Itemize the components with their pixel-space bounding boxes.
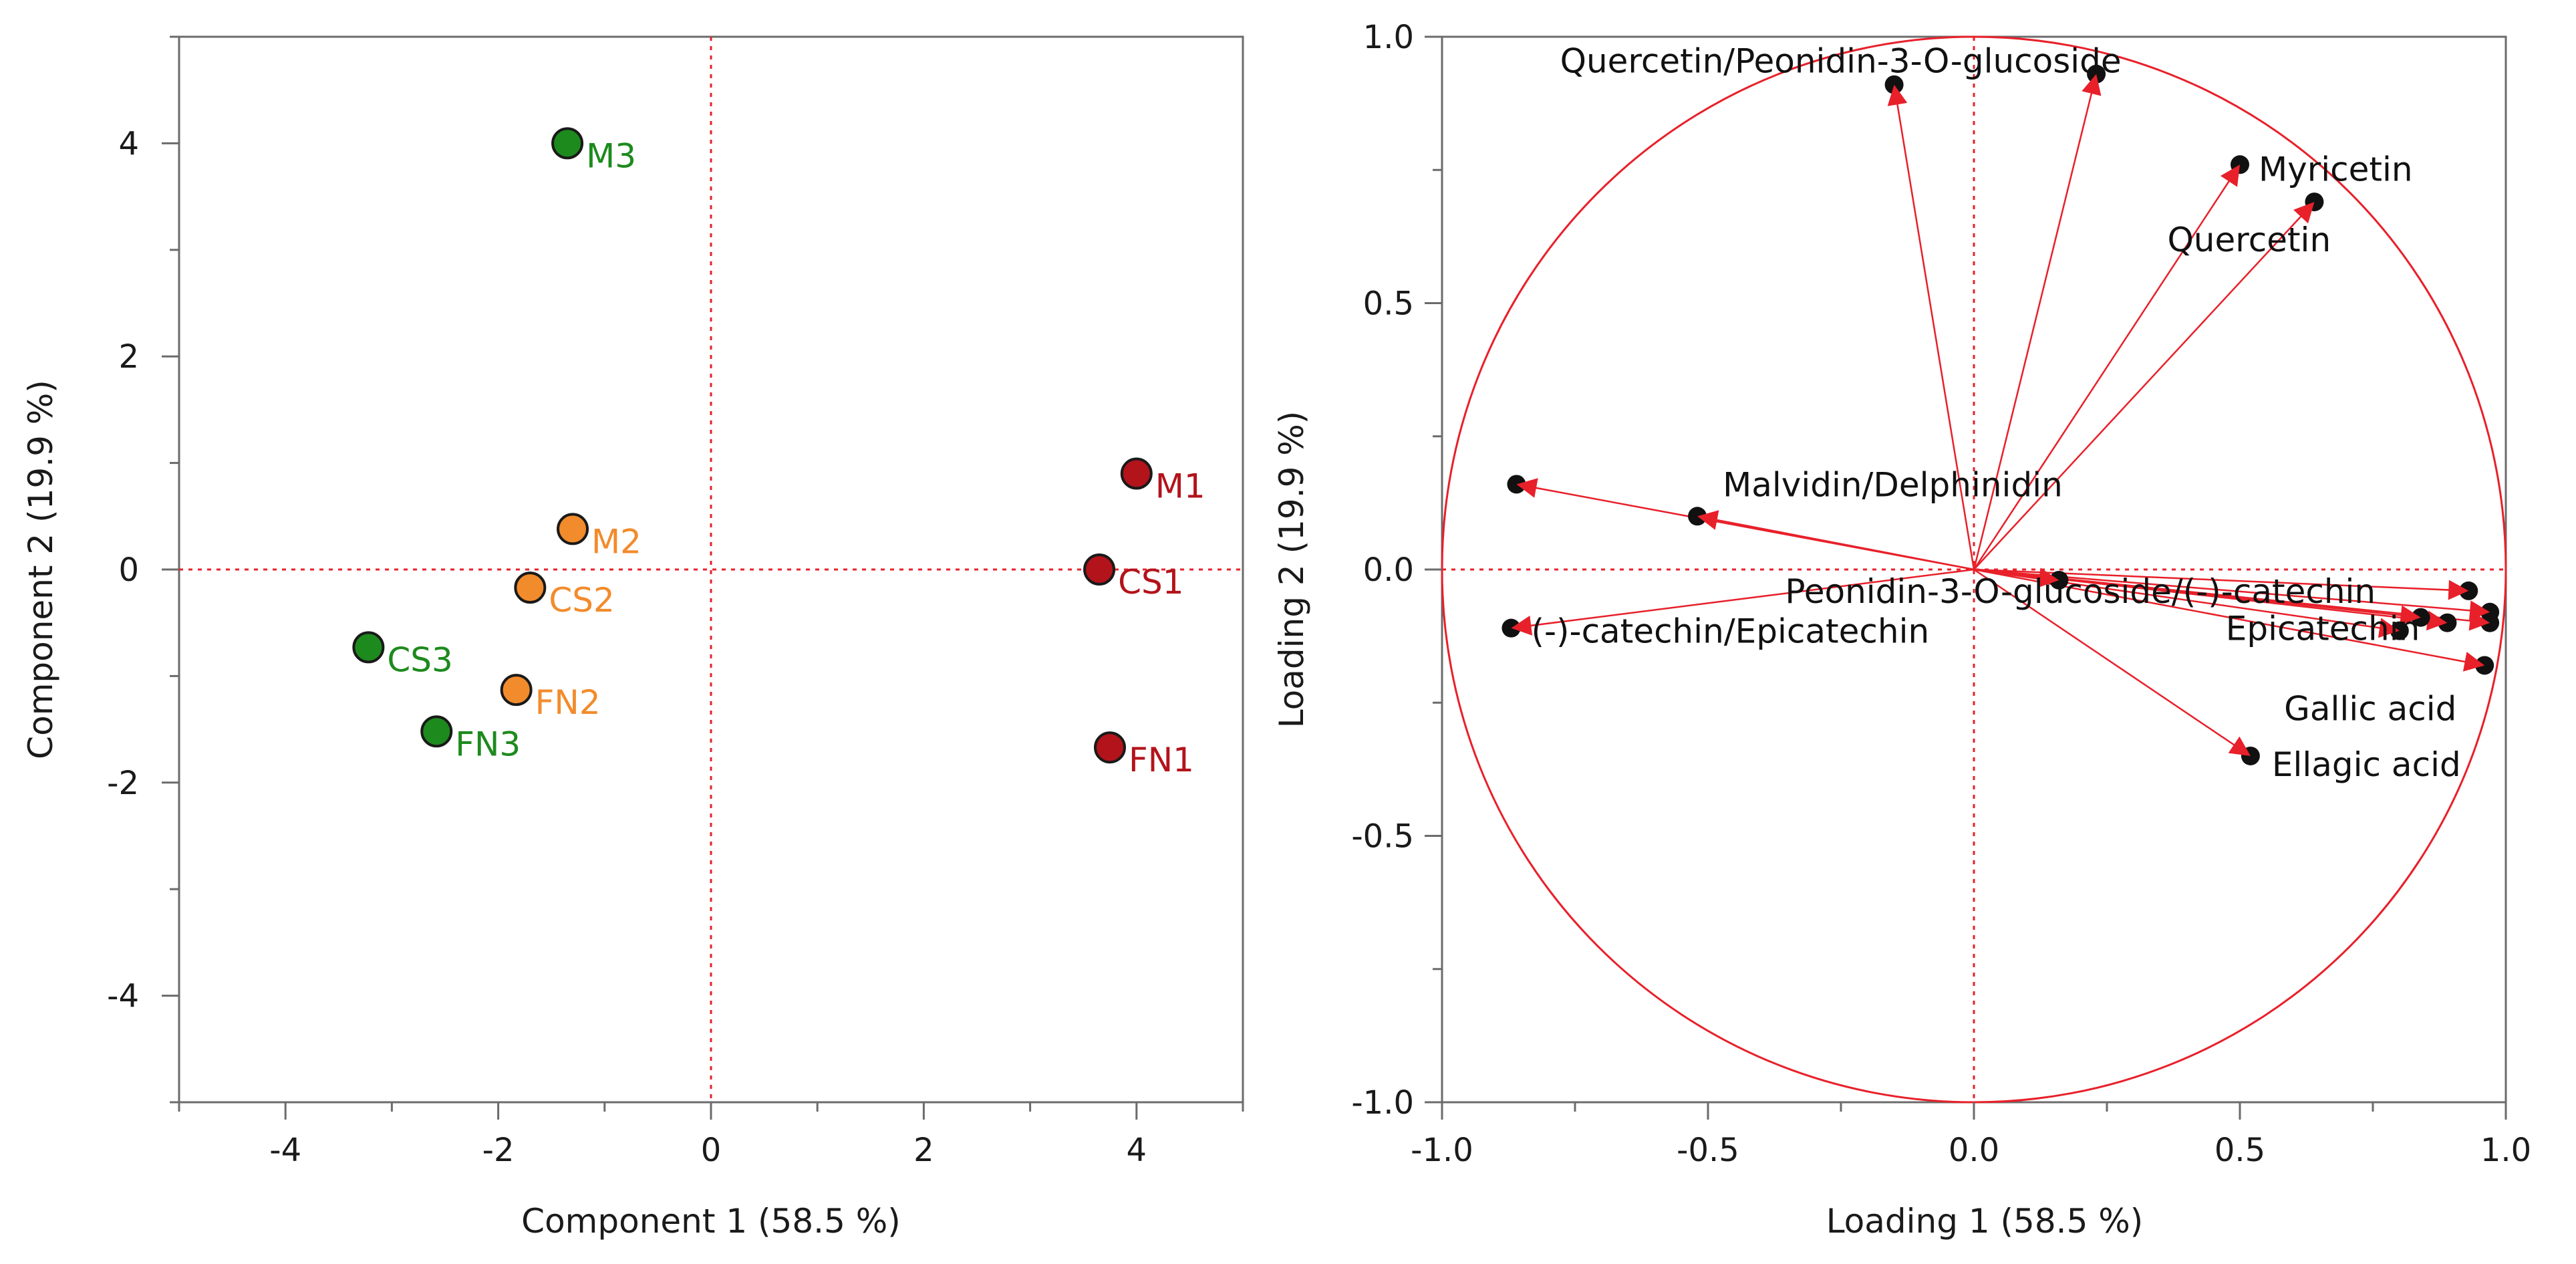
loading-variable-label: (-)-catechin/Epicatechin (1531, 612, 1929, 651)
loading-vector (1516, 483, 1975, 571)
score-y-tick-label: -2 (107, 765, 139, 802)
loading-vector (1973, 74, 2098, 570)
loading-variable-label: Myricetin (2259, 150, 2413, 188)
loading-vector (1973, 568, 2251, 757)
score-point-cs2 (514, 572, 547, 604)
score-point-fn2 (500, 674, 533, 707)
score-point-fn1 (1094, 731, 1126, 764)
loading-arrowhead (2037, 567, 2059, 588)
loading-x-tick-label: -1.0 (1411, 1132, 1473, 1169)
score-point-label: M2 (591, 522, 641, 561)
score-x-axis-label: Component 1 (58.5 %) (521, 1202, 901, 1241)
score-point-label: FN1 (1129, 741, 1194, 779)
loading-arrowhead (2400, 605, 2421, 626)
loading-arrowhead (1697, 510, 1719, 530)
loading-variable-label: Quercetin (2167, 221, 2331, 259)
score-point-m3 (551, 127, 584, 160)
score-x-tick-label: 4 (1127, 1132, 1147, 1169)
score-y-tick-label: 4 (118, 125, 139, 162)
loading-vector (1893, 84, 1975, 570)
score-point-m2 (557, 513, 589, 545)
score-point-label: CS3 (387, 640, 452, 679)
loading-arrowhead (2082, 74, 2102, 96)
loading-vector (1973, 201, 2315, 570)
loading-variable-label: Malvidin/Delphinidin (1723, 465, 2063, 504)
score-x-tick-label: -4 (269, 1132, 301, 1169)
score-point-m1 (1120, 457, 1153, 490)
loading-arrowhead (2462, 652, 2485, 672)
loading-variable-label: Epicatechin (2226, 610, 2420, 648)
loading-x-tick-label: 1.0 (2480, 1132, 2531, 1169)
loading-arrowhead (1516, 478, 1538, 498)
score-point-label: M1 (1155, 467, 1205, 506)
loading-variable-label: Quercetin/Peonidin-3-O-glucoside (1560, 42, 2122, 81)
loading-arrowhead (2448, 580, 2469, 600)
loading-y-tick-label: 0.5 (1363, 285, 1414, 323)
score-point-label: FN3 (455, 725, 521, 763)
loading-y-tick-label: 0.0 (1363, 551, 1414, 589)
score-x-tick-label: 0 (701, 1132, 722, 1169)
score-y-axis-label: Component 2 (19.9 %) (21, 380, 60, 759)
loading-y-tick-label: 1.0 (1363, 19, 1414, 56)
loading-arrowhead (2293, 202, 2315, 224)
loading-x-axis-label: Loading 1 (58.5 %) (1826, 1202, 2144, 1241)
score-point-cs1 (1083, 553, 1116, 586)
loading-arrowhead (2220, 164, 2240, 187)
score-y-tick-label: 2 (118, 338, 139, 376)
loading-arrowhead (1511, 616, 1533, 636)
score-x-tick-label: 2 (913, 1132, 934, 1169)
score-point-label: M3 (586, 136, 636, 175)
loading-arrowhead (2228, 736, 2251, 756)
loading-x-tick-label: 0.5 (2214, 1132, 2265, 1169)
score-x-tick-label: -2 (482, 1132, 515, 1169)
loading-arrowhead (2426, 610, 2448, 631)
score-y-tick-label: -4 (107, 978, 139, 1015)
score-point-label: CS2 (549, 581, 614, 620)
score-y-tick-label: 0 (118, 551, 139, 589)
loading-variable-label: Ellagic acid (2272, 745, 2461, 784)
loading-plot: -1.0 -0.5 0.0 0.5 1.0 -1.0 -0.5 0.0 0.5 1.0 Querc… (1272, 19, 2531, 1241)
loading-variable-label: Peonidin-3-O-glucoside/(-)-catechin (1785, 572, 2376, 611)
loading-variable-label: Gallic acid (2284, 689, 2456, 728)
loading-vector (1973, 164, 2241, 570)
loading-x-tick-label: 0.0 (1949, 1132, 1999, 1169)
score-point-label: FN2 (535, 683, 601, 722)
loading-x-tick-label: -0.5 (1677, 1132, 1739, 1169)
score-point-cs3 (352, 631, 385, 664)
loading-arrowhead (2468, 610, 2490, 631)
loading-arrowhead (1887, 84, 1908, 106)
loading-y-axis-label: Loading 2 (19.9 %) (1272, 411, 1311, 729)
score-point-label: CS1 (1118, 563, 1183, 602)
score-plot-frame (178, 35, 1244, 1104)
loading-vector (1511, 568, 1975, 629)
score-point-fn3 (420, 715, 453, 748)
loading-arrowhead (2378, 618, 2400, 638)
loading-y-tick-label: -1.0 (1351, 1084, 1414, 1122)
loading-y-tick-label: -0.5 (1351, 818, 1414, 856)
